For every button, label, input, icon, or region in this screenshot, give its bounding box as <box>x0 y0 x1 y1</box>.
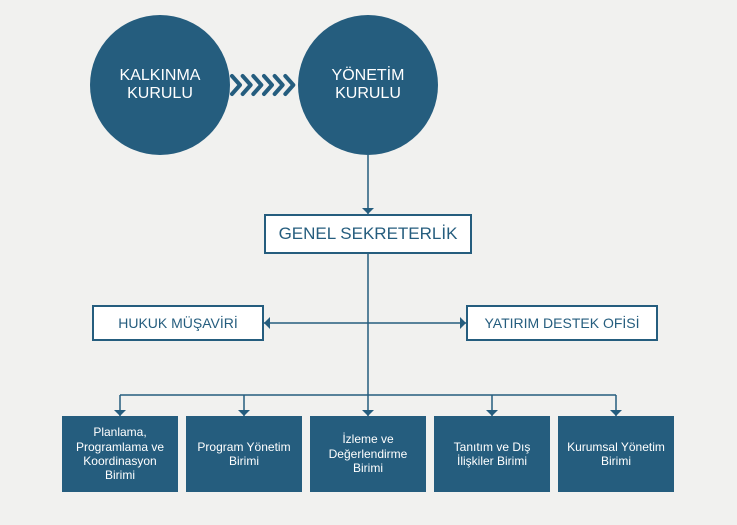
node-unit-planlama: Planlama, Programlama ve Koordinasyon Bi… <box>62 416 178 492</box>
node-genel-sekreterlik: GENEL SEKRETERLİK <box>264 214 472 254</box>
node-unit-program: Program Yönetim Birimi <box>186 416 302 492</box>
node-unit-izleme: İzleme ve Değerlendirme Birimi <box>310 416 426 492</box>
node-label: Program Yönetim Birimi <box>192 440 296 469</box>
node-label: GENEL SEKRETERLİK <box>279 224 458 244</box>
node-unit-kurumsal: Kurumsal Yönetim Birimi <box>558 416 674 492</box>
node-label: YÖNETİM KURULU <box>298 67 438 104</box>
node-label: İzleme ve Değerlendirme Birimi <box>316 432 420 475</box>
node-label: KALKINMA KURULU <box>90 67 230 104</box>
node-label: Kurumsal Yönetim Birimi <box>564 440 668 469</box>
node-kalkinma-kurulu: KALKINMA KURULU <box>90 15 230 155</box>
node-yonetim-kurulu: YÖNETİM KURULU <box>298 15 438 155</box>
node-label: HUKUK MÜŞAVİRİ <box>118 315 238 332</box>
node-label: YATIRIM DESTEK OFİSİ <box>484 315 639 332</box>
node-hukuk-musaviri: HUKUK MÜŞAVİRİ <box>92 305 264 341</box>
node-yatirim-destek-ofisi: YATIRIM DESTEK OFİSİ <box>466 305 658 341</box>
node-unit-tanitim: Tanıtım ve Dış İlişkiler Birimi <box>434 416 550 492</box>
node-label: Tanıtım ve Dış İlişkiler Birimi <box>440 440 544 469</box>
node-label: Planlama, Programlama ve Koordinasyon Bi… <box>68 425 172 483</box>
